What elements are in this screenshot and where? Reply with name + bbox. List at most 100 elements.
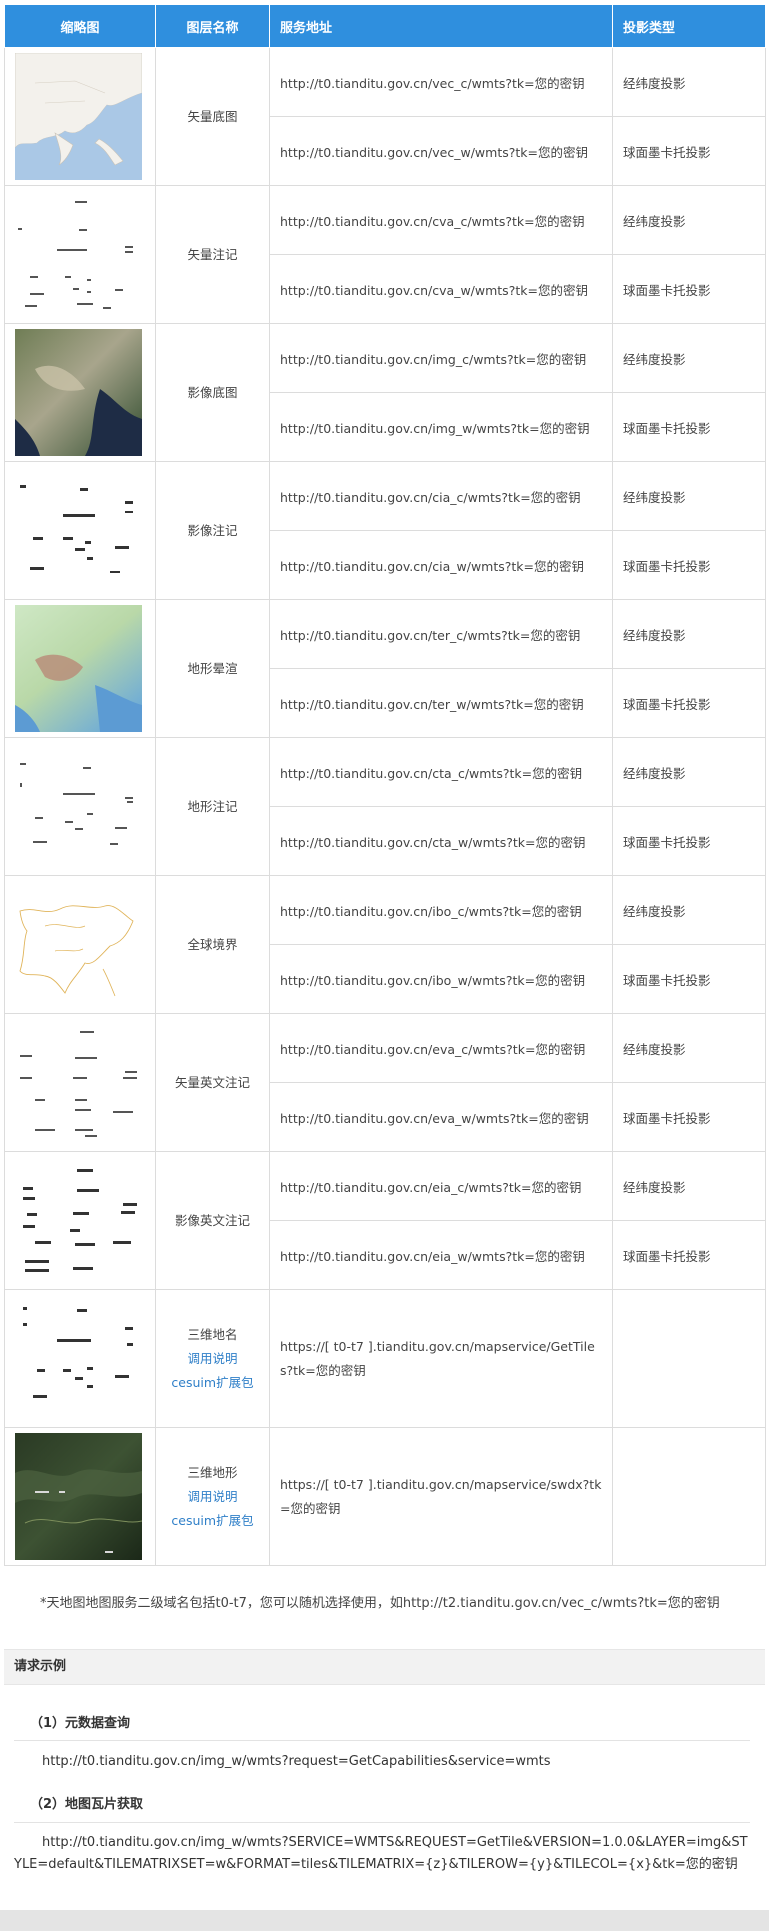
thumbnail-cell	[4, 737, 156, 876]
projection-type: 球面墨卡托投影	[612, 392, 766, 462]
service-url: http://t0.tianditu.gov.cn/ter_c/wmts?tk=…	[269, 599, 613, 669]
usage-doc-link[interactable]: 调用说明	[187, 1350, 238, 1366]
table-row: http://t0.tianditu.gov.cn/vec_w/wmts?tk=…	[5, 116, 766, 186]
service-url: http://t0.tianditu.gov.cn/cia_c/wmts?tk=…	[269, 461, 613, 531]
layer-name: 地形晕渲	[155, 599, 270, 738]
3d-place-names-thumbnail	[15, 1295, 142, 1422]
projection-type: 球面墨卡托投影	[612, 1082, 766, 1152]
service-url: http://t0.tianditu.gov.cn/cva_c/wmts?tk=…	[269, 185, 613, 255]
header-thumbnail: 缩略图	[4, 4, 156, 48]
table-header-row: 缩略图 图层名称 服务地址 投影类型	[4, 4, 766, 48]
divider	[14, 1740, 750, 1741]
projection-type: 经纬度投影	[612, 599, 766, 669]
projection-type: 经纬度投影	[612, 185, 766, 255]
layer-name: 影像英文注记	[155, 1151, 270, 1290]
metadata-query-url: http://t0.tianditu.gov.cn/img_w/wmts?req…	[42, 1754, 551, 1769]
usage-doc-link[interactable]: 调用说明	[187, 1488, 238, 1504]
layer-name: 三维地形	[187, 1464, 238, 1480]
service-url: http://t0.tianditu.gov.cn/cta_w/wmts?tk=…	[269, 806, 613, 876]
layer-name-cell: 三维地名 调用说明 cesuim扩展包	[155, 1289, 270, 1428]
thumbnail-cell	[4, 323, 156, 462]
header-layer-name: 图层名称	[155, 4, 270, 48]
service-url: http://t0.tianditu.gov.cn/ibo_w/wmts?tk=…	[269, 944, 613, 1014]
service-url: https://[ t0-t7 ].tianditu.gov.cn/mapser…	[269, 1289, 613, 1428]
service-url: http://t0.tianditu.gov.cn/eia_w/wmts?tk=…	[269, 1220, 613, 1290]
thumbnail-cell	[4, 1151, 156, 1290]
service-url: http://t0.tianditu.gov.cn/ter_w/wmts?tk=…	[269, 668, 613, 738]
projection-type: 球面墨卡托投影	[612, 530, 766, 600]
service-url: http://t0.tianditu.gov.cn/cva_w/wmts?tk=…	[269, 254, 613, 324]
subdomain-note: *天地图地图服务二级域名包括t0-t7，您可以随机选择使用，如http://t2…	[40, 1596, 720, 1611]
divider	[14, 1822, 750, 1823]
layer-name: 影像底图	[155, 323, 270, 462]
projection-type-empty	[612, 1427, 766, 1566]
projection-type: 经纬度投影	[612, 875, 766, 945]
layer-name: 矢量注记	[155, 185, 270, 324]
service-url: http://t0.tianditu.gov.cn/eva_c/wmts?tk=…	[269, 1013, 613, 1083]
page-footer-bar	[0, 1910, 769, 1931]
service-url: http://t0.tianditu.gov.cn/eva_w/wmts?tk=…	[269, 1082, 613, 1152]
cesium-package-link[interactable]: cesuim扩展包	[171, 1512, 254, 1528]
projection-type: 经纬度投影	[612, 1151, 766, 1221]
service-url: http://t0.tianditu.gov.cn/img_w/wmts?tk=…	[269, 392, 613, 462]
projection-type: 球面墨卡托投影	[612, 806, 766, 876]
thumbnail-cell	[4, 1427, 156, 1566]
table-row: 矢量英文注记 http://t0.tianditu.gov.cn/eva_c/w…	[4, 1013, 766, 1152]
projection-type: 球面墨卡托投影	[612, 944, 766, 1014]
metadata-query-title: （1）元数据查询	[30, 1716, 131, 1731]
tile-request-url: http://t0.tianditu.gov.cn/img_w/wmts?SER…	[14, 1835, 748, 1872]
service-table: 缩略图 图层名称 服务地址 投影类型	[4, 4, 766, 1566]
global-boundary-thumbnail	[15, 881, 142, 1008]
table-row: http://t0.tianditu.gov.cn/cta_w/wmts?tk=…	[5, 806, 766, 876]
layer-name: 三维地名	[187, 1326, 238, 1342]
table-row: 三维地形 调用说明 cesuim扩展包 https://[ t0-t7 ].ti…	[4, 1427, 766, 1566]
imagery-english-annotation-thumbnail	[15, 1157, 142, 1284]
table-row: 地形注记 http://t0.tianditu.gov.cn/cta_c/wmt…	[4, 737, 766, 876]
service-url: http://t0.tianditu.gov.cn/ibo_c/wmts?tk=…	[269, 875, 613, 945]
layer-name: 矢量底图	[155, 47, 270, 186]
service-url: http://t0.tianditu.gov.cn/vec_w/wmts?tk=…	[269, 116, 613, 186]
layer-name: 影像注记	[155, 461, 270, 600]
projection-type: 经纬度投影	[612, 737, 766, 807]
thumbnail-cell	[4, 1013, 156, 1152]
table-row: 矢量注记 http://t0.tianditu.gov.cn/cva_c/wmt…	[4, 185, 766, 324]
projection-type: 经纬度投影	[612, 1013, 766, 1083]
projection-type: 球面墨卡托投影	[612, 1220, 766, 1290]
table-row: 影像英文注记 http://t0.tianditu.gov.cn/eia_c/w…	[4, 1151, 766, 1290]
service-url: http://t0.tianditu.gov.cn/cia_w/wmts?tk=…	[269, 530, 613, 600]
request-example-heading: 请求示例	[4, 1649, 765, 1685]
table-row: http://t0.tianditu.gov.cn/ibo_w/wmts?tk=…	[5, 944, 766, 1014]
service-url: http://t0.tianditu.gov.cn/eia_c/wmts?tk=…	[269, 1151, 613, 1221]
thumbnail-cell	[4, 47, 156, 186]
table-row: http://t0.tianditu.gov.cn/img_w/wmts?tk=…	[5, 392, 766, 462]
layer-name: 矢量英文注记	[155, 1013, 270, 1152]
table-row: http://t0.tianditu.gov.cn/ter_w/wmts?tk=…	[5, 668, 766, 738]
service-url: https://[ t0-t7 ].tianditu.gov.cn/mapser…	[269, 1427, 613, 1566]
projection-type: 球面墨卡托投影	[612, 254, 766, 324]
imagery-annotation-thumbnail	[15, 467, 142, 594]
tile-request-title: （2）地图瓦片获取	[30, 1797, 144, 1812]
vector-basemap-thumbnail	[15, 53, 142, 180]
table-row: 影像底图 http://t0.tianditu.gov.cn/img_c/wmt…	[4, 323, 766, 462]
table-row: http://t0.tianditu.gov.cn/cia_w/wmts?tk=…	[5, 530, 766, 600]
thumbnail-cell	[4, 1289, 156, 1428]
vector-english-annotation-thumbnail	[15, 1019, 142, 1146]
table-row: http://t0.tianditu.gov.cn/eva_w/wmts?tk=…	[5, 1082, 766, 1152]
table-row: http://t0.tianditu.gov.cn/cva_w/wmts?tk=…	[5, 254, 766, 324]
layer-name-cell: 三维地形 调用说明 cesuim扩展包	[155, 1427, 270, 1566]
header-service-url: 服务地址	[269, 4, 613, 48]
thumbnail-cell	[4, 599, 156, 738]
projection-type: 球面墨卡托投影	[612, 668, 766, 738]
layer-name: 地形注记	[155, 737, 270, 876]
service-table-wrapper: 缩略图 图层名称 服务地址 投影类型	[4, 4, 766, 1566]
projection-type-empty	[612, 1289, 766, 1428]
thumbnail-cell	[4, 185, 156, 324]
vector-annotation-thumbnail	[15, 191, 142, 318]
terrain-shading-thumbnail	[15, 605, 142, 732]
3d-terrain-thumbnail	[15, 1433, 142, 1560]
header-projection: 投影类型	[612, 4, 766, 48]
cesium-package-link[interactable]: cesuim扩展包	[171, 1374, 254, 1390]
projection-type: 球面墨卡托投影	[612, 116, 766, 186]
projection-type: 经纬度投影	[612, 47, 766, 117]
layer-name: 全球境界	[155, 875, 270, 1014]
